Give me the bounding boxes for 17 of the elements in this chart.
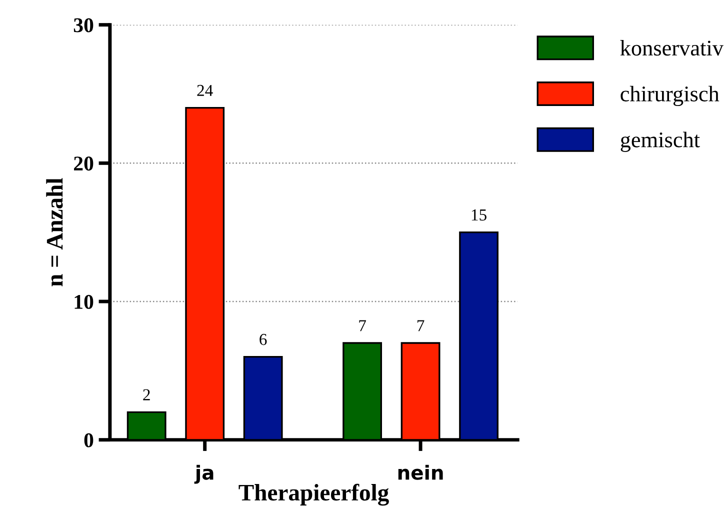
y-tick-label: 10 (74, 294, 94, 309)
y-tick-label: 20 (74, 156, 94, 171)
legend-label: konservativ (620, 40, 724, 56)
data-label: 6 (260, 334, 267, 346)
y-tick-label: 30 (74, 18, 94, 32)
data-label: 7 (417, 320, 424, 332)
data-label: 2 (143, 389, 150, 400)
legend-label: gemischt (620, 132, 700, 152)
y-axis-title: n = Anzahl (46, 178, 63, 286)
data-label: 24 (197, 84, 213, 96)
x-tick-label: ja (194, 464, 214, 484)
legend-label: chirurgisch (620, 86, 720, 106)
x-axis-title: Therapieerfolg (238, 484, 389, 506)
x-tick-label: nein (398, 464, 443, 480)
y-tick-label: 0 (84, 433, 94, 448)
data-label: 15 (472, 209, 486, 221)
data-label: 7 (359, 320, 366, 332)
